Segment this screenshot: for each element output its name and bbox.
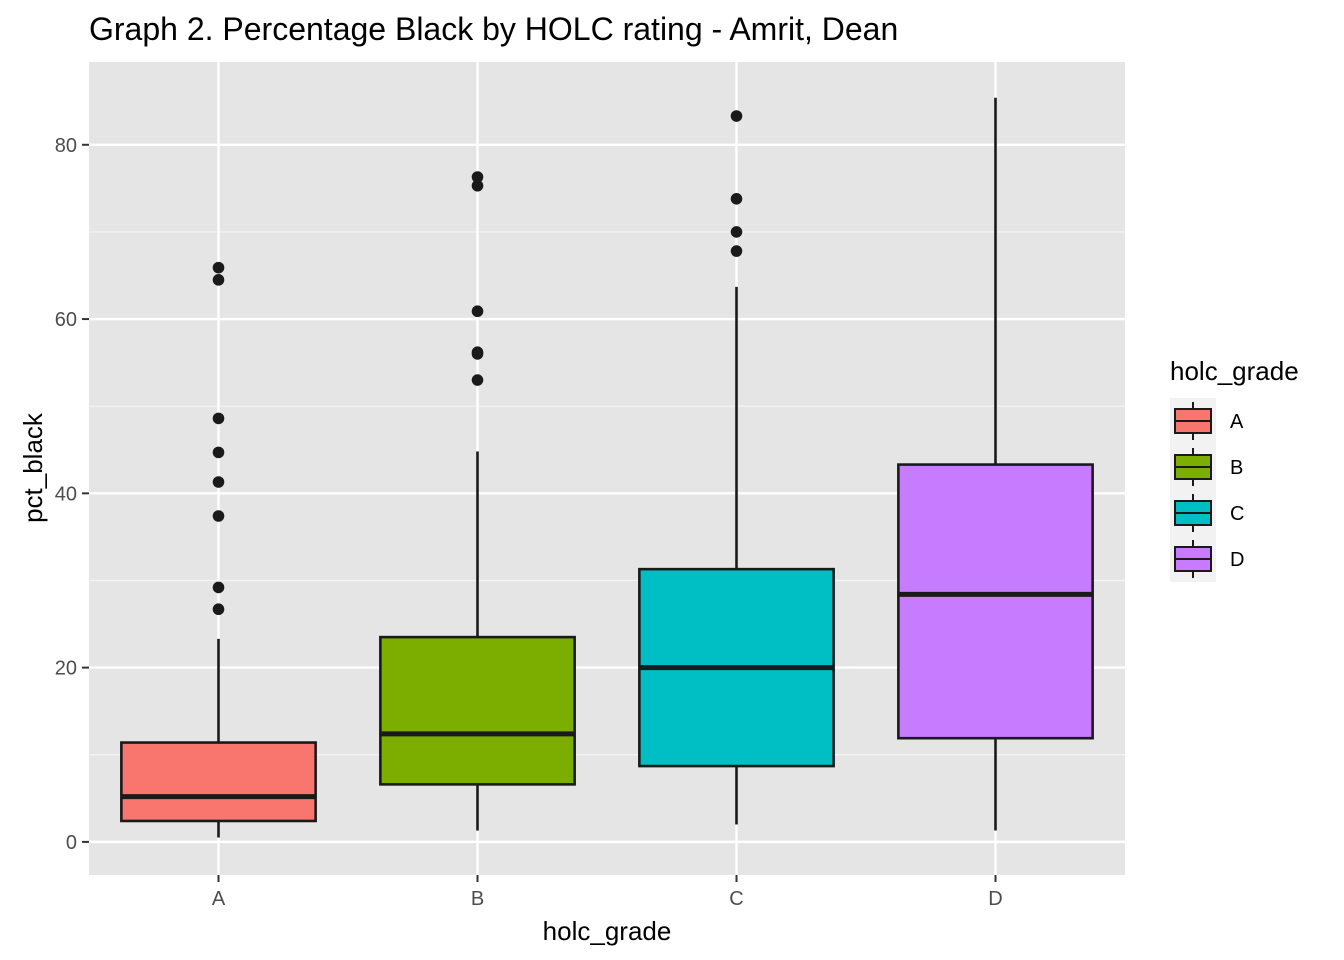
legend-label: A — [1230, 411, 1244, 433]
outlier-point — [471, 346, 484, 358]
box-marks — [120, 97, 1094, 838]
box-D — [897, 97, 1094, 831]
outlier-point — [730, 245, 743, 257]
y-tick-label: 20 — [55, 658, 77, 680]
outlier-point — [471, 374, 484, 386]
y-tick-label: 60 — [55, 309, 77, 331]
outlier-point — [471, 179, 484, 192]
outlier-point — [212, 446, 225, 459]
outlier-point — [212, 274, 225, 286]
outlier-point — [730, 193, 743, 205]
outlier-point — [212, 412, 225, 425]
legend-key-B: B — [1170, 444, 1243, 490]
legend-label: D — [1230, 549, 1244, 571]
outlier-point — [471, 305, 484, 318]
outlier-point — [730, 110, 743, 122]
legend: holc_grade A B C D — [1170, 356, 1299, 582]
outlier-point — [212, 261, 225, 274]
x-axis-title: holc_grade — [543, 916, 672, 946]
legend-title: holc_grade — [1170, 356, 1299, 386]
iqr-box — [120, 741, 317, 823]
outlier-point — [212, 476, 225, 488]
y-tick-label: 0 — [66, 832, 77, 854]
x-tick-label: A — [212, 888, 226, 910]
outlier-point — [212, 581, 225, 594]
legend-key-C: C — [1170, 490, 1244, 536]
x-tick-label: B — [471, 888, 484, 910]
y-axis: 0 20 40 60 80 — [55, 135, 89, 854]
outlier-point — [471, 171, 484, 183]
outlier-point — [212, 603, 225, 616]
legend-label: B — [1230, 457, 1243, 479]
y-tick-label: 40 — [55, 483, 77, 505]
outlier-point — [730, 226, 743, 238]
iqr-box — [379, 635, 576, 786]
outlier-point — [212, 510, 225, 522]
legend-key-A: A — [1170, 398, 1244, 444]
y-tick-label: 80 — [55, 135, 77, 157]
y-axis-title: pct_black — [18, 412, 48, 523]
legend-keys: A B C D — [1170, 398, 1244, 582]
x-axis: A B C D — [212, 875, 1003, 910]
x-tick-label: C — [729, 888, 743, 910]
legend-key-D: D — [1170, 536, 1244, 582]
legend-label: C — [1230, 503, 1244, 525]
chart-title: Graph 2. Percentage Black by HOLC rating… — [89, 11, 898, 47]
iqr-box — [897, 463, 1094, 740]
box-A — [120, 261, 317, 838]
x-tick-label: D — [988, 888, 1002, 910]
box-C — [638, 110, 835, 825]
box-B — [379, 171, 576, 831]
